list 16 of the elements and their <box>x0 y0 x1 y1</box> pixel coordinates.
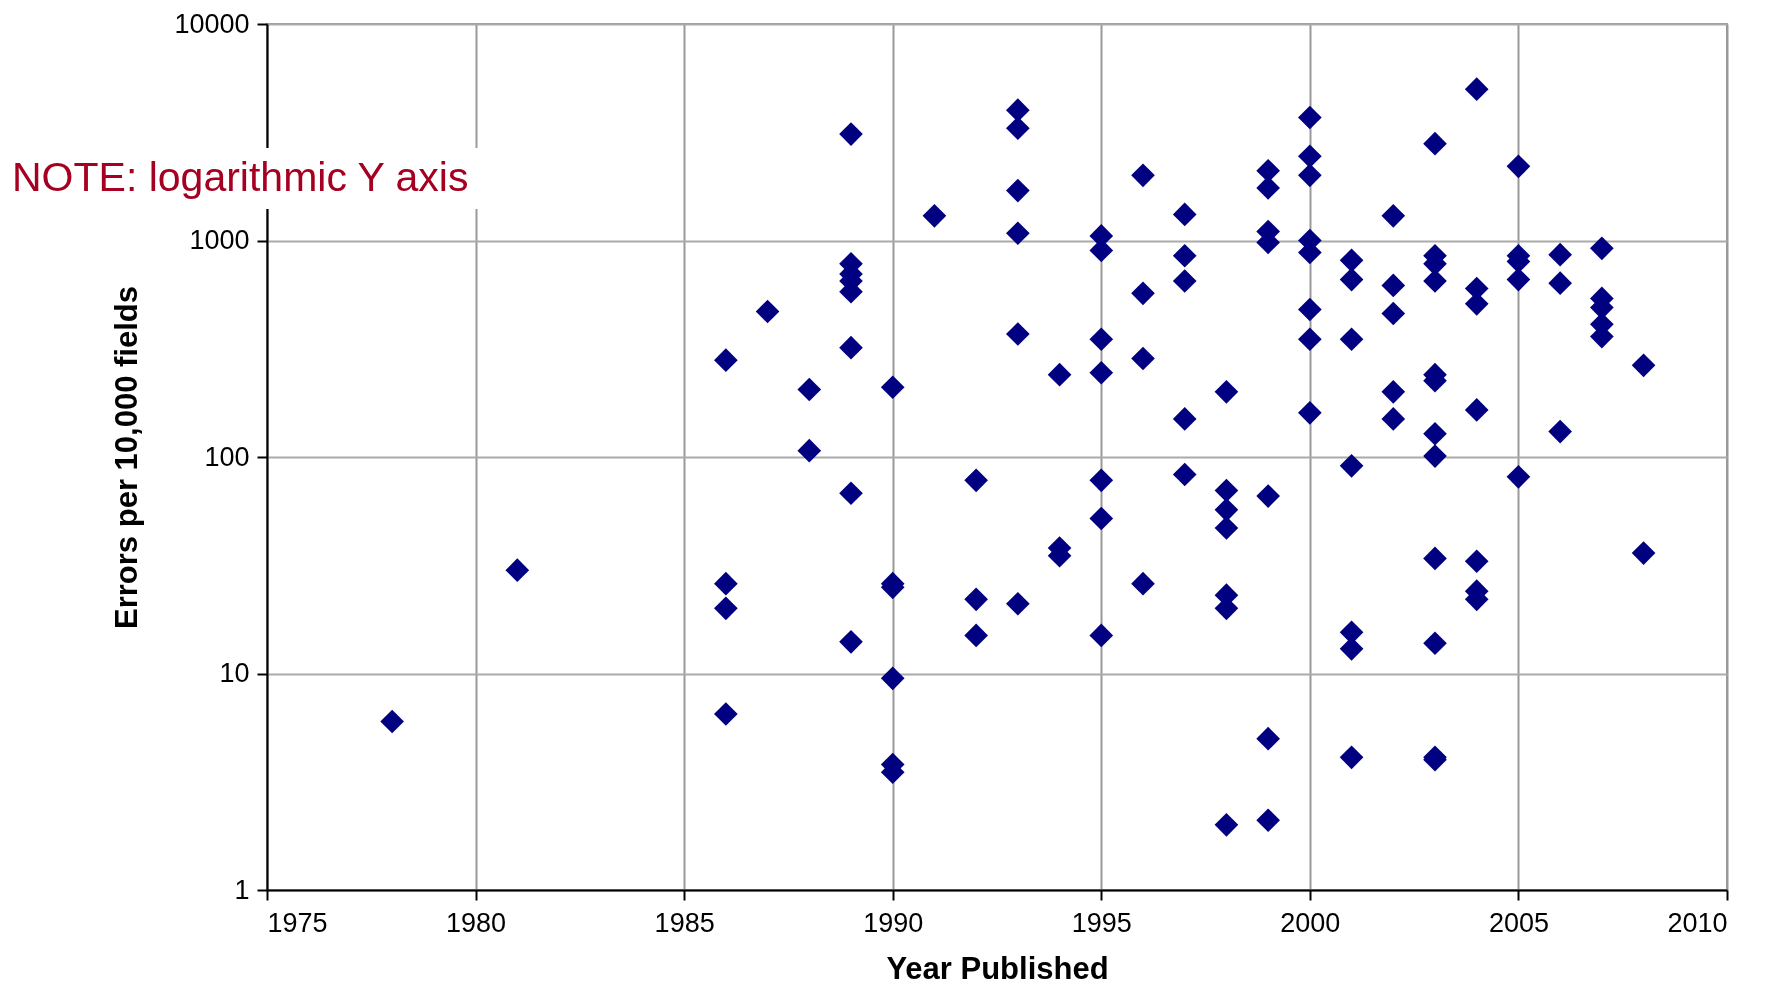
x-tick-label: 1995 <box>1071 907 1132 938</box>
x-tick-label: 1985 <box>654 907 715 938</box>
y-tick-label: 10000 <box>174 8 250 39</box>
y-axis-title: Errors per 10,000 fields <box>109 286 145 629</box>
x-tick-label: 2005 <box>1488 907 1549 938</box>
y-tick-label: 100 <box>204 441 250 472</box>
x-tick-label: 2010 <box>1667 907 1728 938</box>
x-tick-label: 2000 <box>1280 907 1341 938</box>
y-tick-label: 1 <box>234 874 250 905</box>
x-tick-label: 1990 <box>863 907 924 938</box>
x-tick-label: 1980 <box>446 907 507 938</box>
x-axis-title: Year Published <box>886 950 1109 986</box>
y-tick-label: 1000 <box>189 225 250 255</box>
x-tick-label: 1975 <box>267 907 328 938</box>
y-tick-label: 10 <box>219 658 250 688</box>
annotation: NOTE: logarithmic Y axis <box>8 148 481 209</box>
